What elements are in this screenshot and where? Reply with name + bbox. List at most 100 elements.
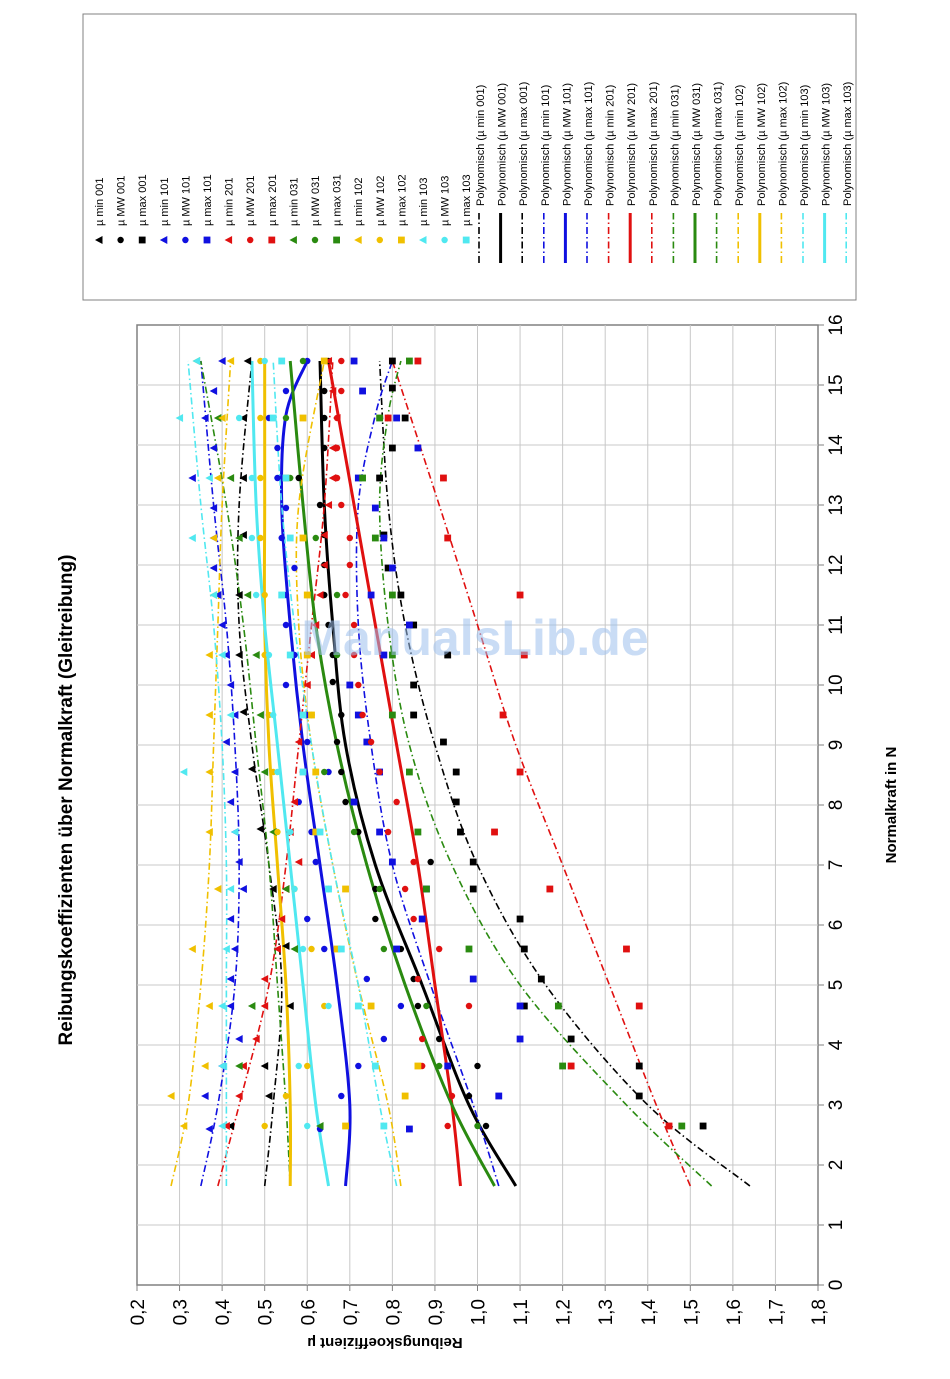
legend-marker <box>462 236 470 244</box>
data-point <box>406 768 413 776</box>
data-point <box>401 1092 409 1100</box>
legend-label: µ max 001 <box>137 174 149 226</box>
data-point <box>274 444 281 452</box>
data-point <box>205 828 213 836</box>
data-point <box>299 357 307 365</box>
data-point <box>264 1092 273 1100</box>
data-point <box>303 681 311 689</box>
data-point <box>465 1002 473 1010</box>
legend-marker <box>203 236 211 244</box>
data-point <box>299 711 307 719</box>
trend-line <box>200 360 292 1187</box>
legend-marker <box>182 236 189 244</box>
y-tick-label: 1,8 <box>809 1299 830 1325</box>
data-point <box>435 1035 443 1043</box>
data-point <box>342 798 349 806</box>
data-point <box>337 945 345 953</box>
data-point <box>346 561 354 569</box>
data-point <box>457 828 464 836</box>
data-point <box>286 534 294 542</box>
data-point <box>465 1092 473 1100</box>
data-point <box>418 1035 426 1043</box>
data-point <box>414 828 422 836</box>
data-point <box>312 534 319 542</box>
data-point <box>320 357 328 365</box>
legend-label: µ min 201 <box>224 177 236 226</box>
data-point <box>247 765 256 773</box>
data-point <box>435 945 443 953</box>
data-point <box>414 357 422 365</box>
data-point <box>338 711 345 719</box>
data-point <box>325 1002 332 1010</box>
data-point <box>257 534 264 542</box>
data-point <box>444 534 452 542</box>
data-point <box>406 357 413 365</box>
y-tick-label: 0,4 <box>213 1299 234 1326</box>
data-point <box>205 474 213 482</box>
legend-marker <box>289 236 297 244</box>
data-point <box>252 1035 260 1043</box>
data-point <box>222 738 230 746</box>
data-point <box>213 591 222 599</box>
data-point <box>294 738 303 746</box>
data-point <box>350 651 358 659</box>
data-point <box>474 1062 481 1070</box>
data-point <box>286 651 294 659</box>
data-point <box>388 711 396 719</box>
data-point <box>465 945 473 953</box>
data-point <box>372 915 379 923</box>
data-point <box>247 1002 256 1010</box>
data-point <box>248 474 256 482</box>
data-point <box>188 945 196 953</box>
data-point <box>346 681 354 689</box>
y-tick-label: 1,4 <box>639 1299 660 1326</box>
data-point <box>355 681 362 689</box>
data-point <box>410 681 418 689</box>
data-point <box>209 387 218 395</box>
trend-line <box>262 361 293 1187</box>
data-point <box>440 738 447 746</box>
data-point <box>359 711 366 719</box>
data-point <box>380 1035 388 1043</box>
data-point <box>286 1002 294 1010</box>
legend-label: Polynomisch (µ max 103) <box>842 82 854 206</box>
data-point <box>333 945 341 953</box>
data-point <box>567 1062 575 1070</box>
data-point <box>393 798 400 806</box>
legend-label: Polynomisch (µ min 031) <box>669 85 681 206</box>
data-point <box>226 1002 235 1010</box>
data-point <box>328 444 337 452</box>
data-point <box>235 414 243 422</box>
data-point <box>699 1122 707 1130</box>
legend-label: µ max 102 <box>396 174 408 226</box>
data-point <box>256 825 264 833</box>
data-point <box>239 708 247 716</box>
data-point <box>282 681 290 689</box>
y-tick-label: 0,3 <box>171 1299 192 1325</box>
legend-label: Polynomisch (µ min 101) <box>540 85 552 206</box>
legend-label: Polynomisch (µ MW 201) <box>626 83 638 206</box>
data-point <box>282 474 290 482</box>
data-point <box>261 357 268 365</box>
data-point <box>209 504 218 512</box>
data-point <box>474 1122 481 1130</box>
legend-marker <box>159 236 168 244</box>
data-point <box>235 591 243 599</box>
data-point <box>367 738 375 746</box>
trend-line <box>170 360 232 1187</box>
y-tick-label: 1,7 <box>766 1299 787 1325</box>
data-point <box>363 738 371 746</box>
data-point <box>230 768 239 776</box>
data-point <box>410 915 417 923</box>
data-point <box>363 975 371 983</box>
data-point <box>359 474 366 482</box>
legend-label: µ max 031 <box>332 174 344 226</box>
data-point <box>397 1002 405 1010</box>
trend-line <box>250 360 331 1187</box>
legend-label: µ min 101 <box>159 177 171 226</box>
data-point <box>239 885 247 893</box>
data-point <box>406 1125 413 1133</box>
trend-lines <box>170 360 751 1187</box>
data-point <box>333 591 341 599</box>
